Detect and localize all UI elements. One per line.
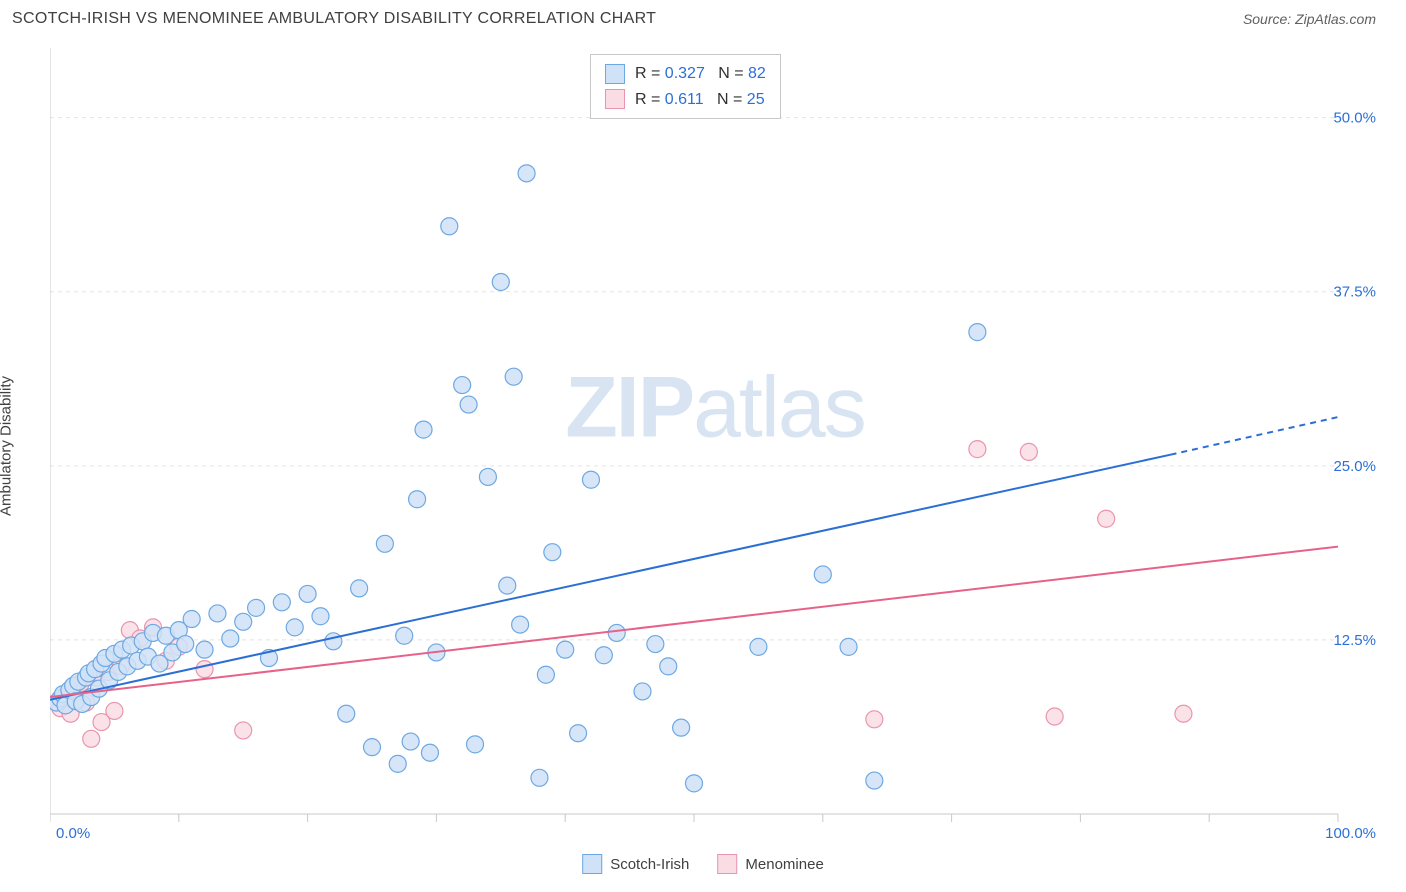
correlation-legend: R = 0.327 N = 82R = 0.611 N = 25 [590,54,781,119]
scatter-chart: 12.5% 25.0% 37.5% 50.0% 0.0% 100.0% [50,40,1380,840]
chart-container: 12.5%25.0%37.5%50.0%0.0%100.0% ZIPatlas … [50,40,1380,840]
series-legend-item: Scotch-Irish [582,854,689,874]
legend-row: R = 0.611 N = 25 [605,87,766,113]
legend-row: R = 0.327 N = 82 [605,61,766,87]
legend-stats: R = 0.611 N = 25 [635,87,765,113]
svg-text:37.5%: 37.5% [1333,284,1376,301]
svg-text:50.0%: 50.0% [1333,110,1376,127]
svg-text:100.0%: 100.0% [1325,825,1376,840]
legend-swatch [605,89,625,109]
legend-stats: R = 0.327 N = 82 [635,61,766,87]
series-name: Menominee [745,856,823,873]
svg-text:12.5%: 12.5% [1333,632,1376,649]
series-legend: Scotch-Irish Menominee [582,854,824,874]
source-label: Source: ZipAtlas.com [1243,11,1376,27]
svg-text:0.0%: 0.0% [56,825,90,840]
legend-swatch [582,854,602,874]
series-name: Scotch-Irish [610,856,689,873]
legend-swatch [717,854,737,874]
series-legend-item: Menominee [717,854,823,874]
chart-title: SCOTCH-IRISH VS MENOMINEE AMBULATORY DIS… [12,10,656,28]
svg-text:25.0%: 25.0% [1333,458,1376,475]
y-axis-label: Ambulatory Disability [0,376,15,516]
legend-swatch [605,64,625,84]
